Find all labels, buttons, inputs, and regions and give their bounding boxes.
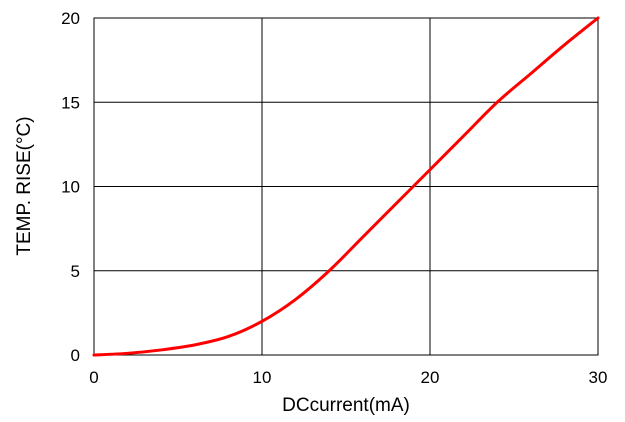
x-tick-label: 10 xyxy=(253,368,272,387)
x-tick-label: 0 xyxy=(89,368,98,387)
y-tick-label: 15 xyxy=(61,93,80,112)
x-tick-labels: 0 10 20 30 xyxy=(89,368,607,387)
y-tick-label: 0 xyxy=(71,346,80,365)
grid-lines xyxy=(94,18,598,355)
series-layer xyxy=(92,16,600,357)
y-tick-label: 20 xyxy=(61,9,80,28)
y-tick-label: 10 xyxy=(61,178,80,197)
series-line-0 xyxy=(92,16,600,357)
x-axis-label: DCcurrent(mA) xyxy=(282,395,410,416)
y-tick-label: 5 xyxy=(71,262,80,281)
x-tick-label: 20 xyxy=(421,368,440,387)
y-tick-labels: 0 5 10 15 20 xyxy=(61,9,80,365)
x-tick-label: 30 xyxy=(589,368,608,387)
y-axis-label: TEMP. RISE(°C) xyxy=(14,116,35,255)
